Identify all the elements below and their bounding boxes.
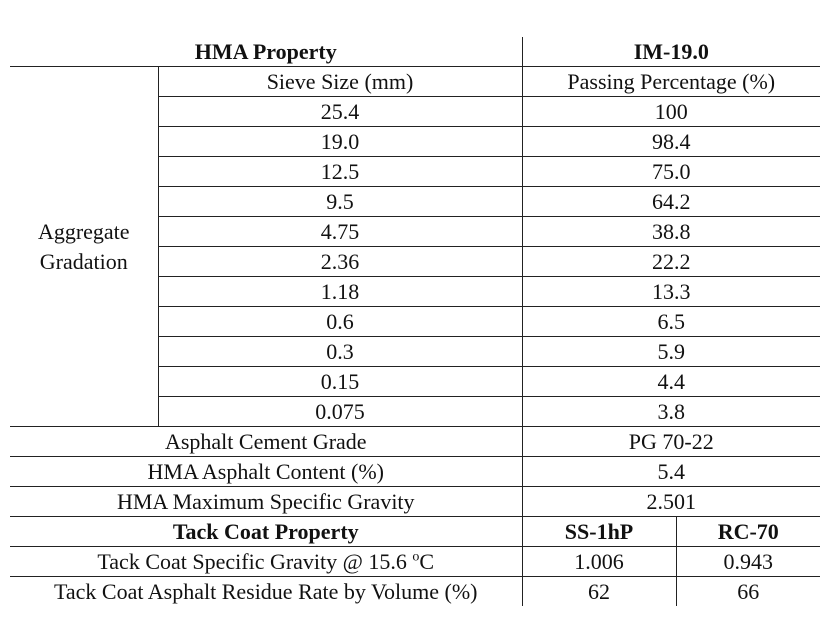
property-table: HMA Property IM-19.0 Aggregate Gradation Sie… [10, 37, 820, 606]
tack-label: Tack Coat Asphalt Residue Rate by Volume… [10, 576, 523, 606]
tack-value: 0.943 [676, 546, 820, 577]
passing-percentage: 3.8 [522, 396, 820, 427]
table-row: Asphalt Cement Grade PG 70-22 [10, 426, 820, 457]
table-row: 1.18 13.3 [10, 276, 820, 307]
sieve-size: 0.075 [158, 396, 523, 427]
property-label: HMA Maximum Specific Gravity [10, 486, 523, 517]
table-row: 4.75 38.8 [10, 216, 820, 247]
tack-label-text: Tack Coat Specific Gravity @ 15.6 [97, 549, 413, 574]
passing-percentage: 13.3 [522, 276, 820, 307]
table-row: 25.4 100 [10, 96, 820, 127]
table-row: 12.5 75.0 [10, 156, 820, 187]
passing-percentage: 64.2 [522, 186, 820, 217]
sieve-size: 25.4 [158, 96, 523, 127]
group-label-line: Aggregate [37, 218, 130, 244]
property-label: Asphalt Cement Grade [10, 426, 523, 457]
table-row: Tack Coat Specific Gravity @ 15.6 oC 1.00… [10, 546, 820, 577]
passing-percentage: 6.5 [522, 306, 820, 337]
table-row: 19.0 98.4 [10, 126, 820, 157]
tack-label-sup: o [412, 549, 420, 565]
tack-header-cell: RC-70 [676, 516, 820, 547]
subheader-cell: Sieve Size (mm) [158, 66, 523, 97]
passing-percentage: 4.4 [522, 366, 820, 397]
sieve-size: 9.5 [158, 186, 523, 217]
tack-header-cell: SS-1hP [522, 516, 677, 547]
passing-percentage: 75.0 [522, 156, 820, 187]
table-row: 0.075 3.8 [10, 396, 820, 427]
table-row: 0.6 6.5 [10, 306, 820, 337]
subheader-cell: Passing Percentage (%) [522, 66, 820, 97]
tack-value: 1.006 [522, 546, 677, 577]
header-cell: IM-19.0 [522, 37, 820, 67]
tack-label: Tack Coat Specific Gravity @ 15.6 oC [10, 546, 523, 577]
table-row: 9.5 64.2 [10, 186, 820, 217]
sieve-size: 0.3 [158, 336, 523, 367]
table-row: HMA Asphalt Content (%) 5.4 [10, 456, 820, 487]
sieve-size: 12.5 [158, 156, 523, 187]
sieve-size: 4.75 [158, 216, 523, 247]
table-row: HMA Property IM-19.0 [10, 37, 820, 67]
tack-label-text: Tack Coat Asphalt Residue Rate by Volume… [53, 579, 478, 604]
tack-header-cell: Tack Coat Property [10, 516, 523, 547]
header-cell: HMA Property [10, 37, 523, 67]
property-value: PG 70-22 [522, 426, 820, 457]
table-row: 2.36 22.2 [10, 246, 820, 277]
property-label: HMA Asphalt Content (%) [10, 456, 523, 487]
table-row: Aggregate Gradation Sieve Size (mm) Passing… [10, 66, 820, 427]
tack-value: 62 [522, 576, 677, 606]
passing-percentage: 38.8 [522, 216, 820, 247]
property-value: 2.501 [522, 486, 820, 517]
passing-percentage: 5.9 [522, 336, 820, 367]
tack-label-unit: C [419, 549, 435, 574]
group-label-line: Gradation [39, 248, 128, 274]
table-row: Tack Coat Asphalt Residue Rate by Volume… [10, 576, 820, 606]
sieve-size: 0.15 [158, 366, 523, 397]
passing-percentage: 22.2 [522, 246, 820, 277]
group-label: Aggregate Gradation [10, 66, 159, 427]
tack-value: 66 [737, 579, 760, 604]
table-row: 0.15 4.4 [10, 366, 820, 397]
property-value: 5.4 [522, 456, 820, 487]
sieve-size: 1.18 [158, 276, 523, 307]
sieve-size: 2.36 [158, 246, 523, 277]
sieve-size: 0.6 [158, 306, 523, 337]
passing-percentage: 98.4 [522, 126, 820, 157]
table-row: Tack Coat Property SS-1hP RC-70 [10, 516, 820, 547]
sieve-size: 19.0 [158, 126, 523, 157]
table-row: 0.3 5.9 [10, 336, 820, 367]
passing-percentage: 100 [522, 96, 820, 127]
table-row: HMA Maximum Specific Gravity 2.501 [10, 486, 820, 517]
